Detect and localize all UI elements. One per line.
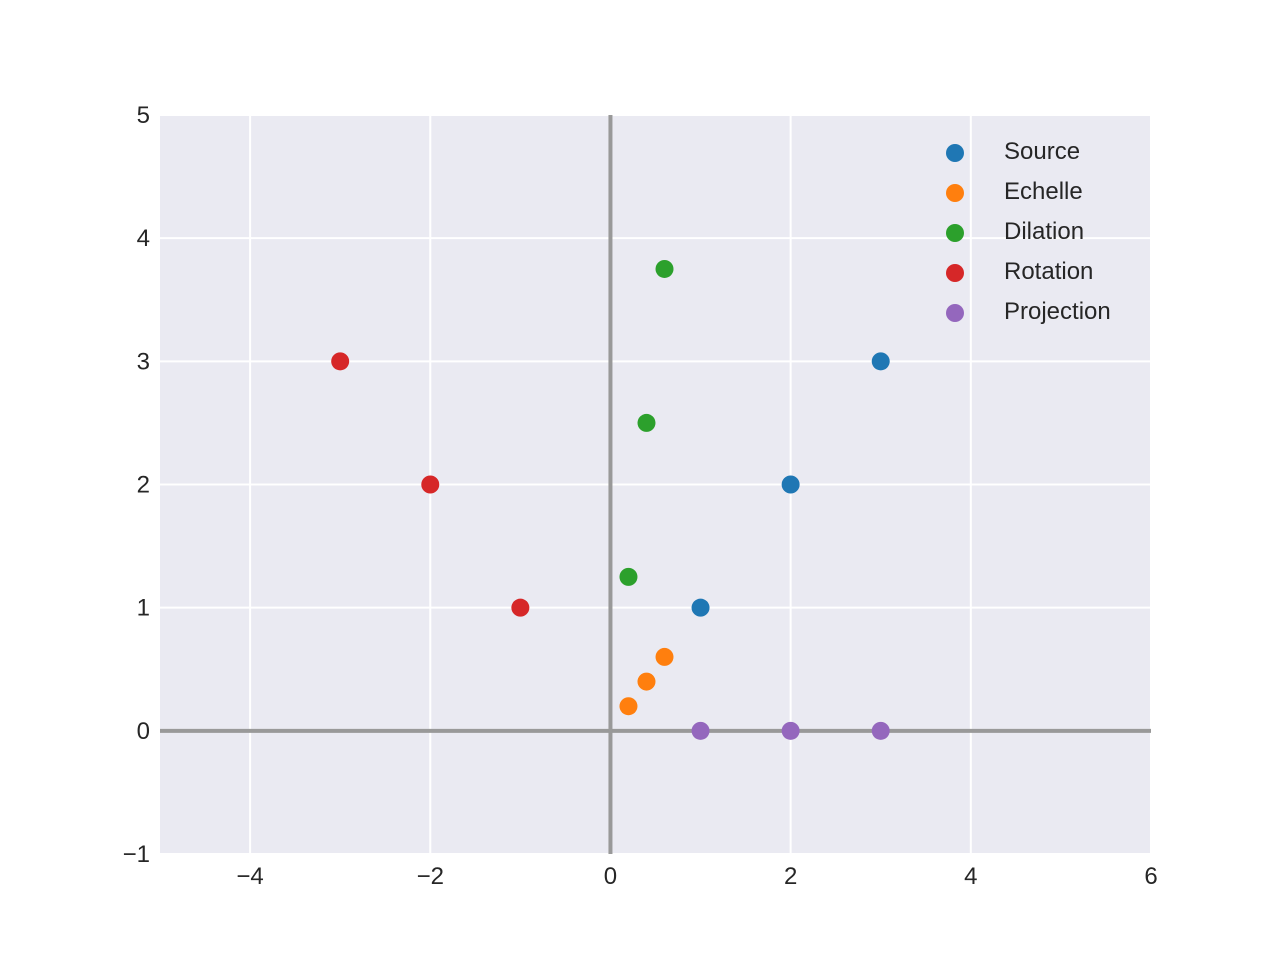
point-echelle [655,647,674,666]
y-tick-label: 5 [137,102,150,129]
x-tick-label: −4 [236,863,263,890]
point-dilation [637,413,656,432]
legend-label-projection: Projection [1004,298,1111,325]
x-tick-label: 2 [784,863,797,890]
x-tick-label: 6 [1144,863,1157,890]
y-tick-label: −1 [123,841,150,868]
x-tick-label: 0 [604,863,617,890]
point-rotation [421,475,440,494]
point-echelle [637,672,656,691]
legend: Source Echelle Dilation Rotation Projection [946,138,1111,325]
point-source [691,598,710,617]
legend-marker-echelle [946,184,964,202]
y-tick-label: 3 [137,348,150,375]
legend-marker-dilation [946,224,964,242]
legend-label-dilation: Dilation [1004,218,1084,245]
origin-axes [160,115,1151,854]
legend-marker-projection [946,304,964,322]
y-tick-label: 0 [137,718,150,745]
y-tick-label: 2 [137,472,150,499]
point-dilation [655,259,674,278]
point-rotation [511,598,530,617]
y-tick-label: 1 [137,595,150,622]
point-rotation [331,352,350,371]
legend-label-echelle: Echelle [1004,178,1083,205]
point-echelle [619,697,638,716]
legend-marker-source [946,144,964,162]
point-projection [781,721,800,740]
y-tick-labels: −1 0 1 2 3 4 5 [123,102,150,868]
point-projection [871,721,890,740]
x-tick-label: 4 [964,863,977,890]
legend-label-source: Source [1004,138,1080,165]
point-dilation [619,567,638,586]
x-tick-label: −2 [417,863,444,890]
y-tick-label: 4 [137,225,150,252]
legend-marker-rotation [946,264,964,282]
point-source [781,475,800,494]
point-projection [691,721,710,740]
legend-label-rotation: Rotation [1004,258,1093,285]
point-source [871,352,890,371]
x-tick-labels: −4 −2 0 2 4 6 [236,863,1157,890]
data-points [331,259,890,740]
